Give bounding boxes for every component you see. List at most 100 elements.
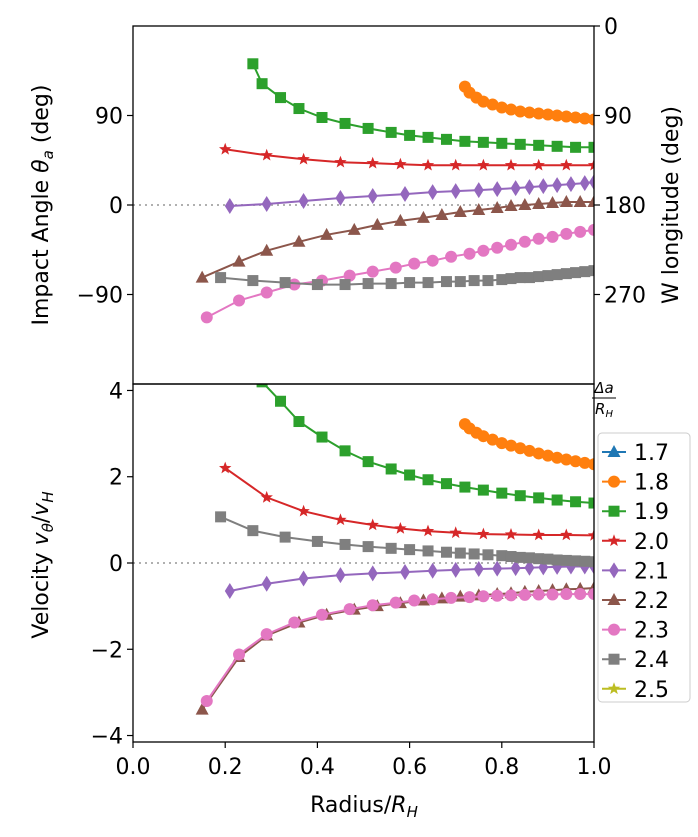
data-point-2.2 [416,210,430,223]
data-point-2.4 [362,541,374,553]
data-point-2.4 [496,274,508,286]
data-point-1.9 [422,474,434,486]
data-point-2.2 [232,254,246,267]
x-tick-label: 0.4 [300,755,335,780]
data-point-2.4 [523,552,535,564]
data-point-2.0 [560,158,573,171]
data-point-2.2 [472,202,486,215]
data-point-2.2 [195,270,209,283]
data-point-2.1 [224,583,235,600]
data-point-2.0 [297,504,310,517]
data-point-1.8 [560,110,573,123]
series-2.3 [200,588,594,708]
data-point-1.9 [293,416,305,428]
data-point-2.0 [449,526,462,539]
data-point-2.0 [532,528,545,541]
x-tick-label: 1.0 [577,755,612,780]
series-1.8 [458,80,594,126]
data-point-2.3 [445,250,458,263]
impact-angle-series [195,58,594,324]
series-2.2 [195,195,594,283]
legend-entry-2.0: 2.0 [602,530,669,555]
data-point-2.4 [385,542,397,554]
series-2.0 [219,142,594,171]
data-point-2.2 [435,591,449,604]
data-point-2.2 [292,234,306,247]
legend-label: 1.8 [634,471,669,496]
data-point-2.3 [588,223,594,236]
data-point-2.4 [514,551,526,563]
w-longitude-y-label: W longitude (deg) [659,106,684,304]
data-point-2.3 [426,593,439,606]
velocity-panel: −4 −2 0 2 4 0.0 0.2 0.4 0.6 0.8 1.0 [91,379,612,780]
data-point-2.3 [343,603,356,616]
data-point-2.4 [339,279,351,291]
data-point-2.3 [574,588,587,601]
data-point-2.3 [288,616,301,629]
legend-label: 2.1 [634,559,669,584]
data-point-2.0 [297,152,310,165]
data-point-1.9 [588,497,594,509]
data-point-1.9 [551,140,563,152]
data-point-2.4 [551,554,563,566]
data-point-2.0 [587,528,594,541]
data-point-2.1 [399,186,410,203]
legend-label: 2.3 [634,619,669,644]
data-point-2.4 [440,546,452,558]
data-point-2.4 [468,275,480,287]
data-point-1.8 [505,103,518,116]
data-point-2.0 [334,155,347,168]
data-point-1.8 [569,111,582,124]
data-point-2.4 [579,266,591,278]
data-point-2.0 [366,156,379,169]
data-point-2.3 [200,695,213,708]
velocity-series [195,384,594,715]
data-point-2.4 [588,556,594,568]
data-point-2.0 [366,518,379,531]
legend-title-numerator: Δa [593,379,613,397]
data-point-2.4 [560,554,572,566]
data-point-2.4 [579,555,591,567]
data-point-2.4 [542,270,554,282]
legend-label: 2.4 [634,648,669,673]
data-point-2.3 [233,648,246,661]
data-point-2.1 [335,567,346,584]
data-point-2.2 [393,213,407,226]
data-point-2.0 [219,461,232,474]
data-point-1.9 [316,111,328,123]
y-tick-label: 4 [109,379,123,404]
data-point-2.3 [408,257,421,270]
data-point-2.3 [426,254,439,267]
data-point-2.4 [311,535,323,547]
y-tick-label: −4 [91,725,123,750]
data-point-2.1 [524,559,535,576]
legend-marker [607,534,621,547]
data-point-2.1 [579,175,590,192]
data-point-2.0 [421,158,435,171]
legend-box [597,432,691,703]
data-point-2.2 [573,195,587,208]
series-2.4 [215,511,594,568]
data-point-1.8 [505,439,518,452]
data-point-2.3 [233,294,246,307]
data-point-1.9 [496,487,508,499]
data-point-2.2 [347,222,361,235]
data-point-2.1 [367,188,378,205]
data-point-2.3 [445,591,458,604]
data-point-2.4 [279,277,291,289]
data-point-1.9 [256,384,268,388]
data-point-2.3 [343,269,356,282]
data-point-2.4 [533,271,545,283]
legend-marker [608,475,620,488]
series-2.1 [224,174,594,214]
data-point-2.3 [260,286,273,299]
data-point-1.9 [459,135,471,147]
data-point-1.8 [477,95,490,108]
data-point-1.9 [588,141,594,153]
data-point-2.0 [587,158,594,171]
legend-label: 1.7 [634,441,669,466]
legend-entry-2.5: 2.5 [602,678,669,703]
data-point-2.2 [435,207,449,220]
data-point-2.4 [570,267,582,279]
data-point-1.9 [404,129,416,141]
